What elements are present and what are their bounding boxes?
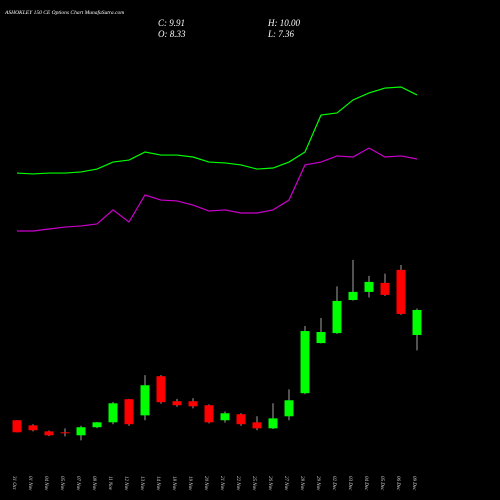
candle-body (156, 376, 166, 403)
x-tick-label: 26 Nov (267, 476, 272, 491)
candle-body (316, 331, 326, 344)
x-tick-label: 03 Dec (347, 476, 352, 491)
x-tick-label: 13 Nov (139, 476, 144, 491)
candle-body (76, 427, 86, 436)
x-tick-label: 19 Nov (187, 476, 192, 491)
candle-body (348, 291, 358, 300)
candle-body (300, 331, 310, 394)
candle-body (332, 300, 342, 334)
x-tick-label: 31 Oct (11, 476, 16, 490)
x-tick-label: 21 Nov (219, 476, 224, 491)
x-tick-label: 08 Nov (91, 476, 96, 491)
header-open: O: 8.33 (158, 29, 186, 39)
x-tick-label: 04 Dec (363, 476, 368, 491)
candle-body (220, 413, 230, 421)
candle-body (92, 422, 102, 428)
x-tick-label: 12 Nov (123, 476, 128, 491)
candle-body (124, 399, 134, 425)
indicator-line (16, 86, 418, 175)
x-tick-label: 06 Dec (395, 476, 400, 491)
candle-body (380, 282, 390, 295)
header-low: L: 7.36 (267, 29, 295, 39)
x-tick-label: 25 Nov (251, 476, 256, 491)
x-tick-label: 28 Nov (299, 476, 304, 491)
x-tick-label: 07 Nov (75, 476, 80, 491)
header-high: H: 10.00 (267, 18, 300, 28)
candle-body (60, 432, 70, 434)
x-tick-label: 02 Dec (331, 476, 336, 491)
candle-body (284, 400, 294, 417)
candle-body (364, 281, 374, 292)
indicator-line (17, 147, 418, 232)
candle-body (396, 269, 406, 314)
candle-body (252, 422, 262, 429)
candle-body (12, 420, 22, 433)
candle-body (188, 401, 198, 407)
chart-title: ASHOKLEY 150 CE Options Chart MunafaSutr… (4, 9, 124, 16)
x-tick-label: 04 Nov (43, 476, 48, 491)
candle-body (172, 401, 182, 406)
candle-body (412, 309, 422, 336)
candle-body (268, 418, 278, 429)
candle-body (108, 403, 118, 423)
candle-body (44, 431, 54, 436)
x-tick-label: 27 Nov (283, 476, 288, 491)
candle-body (236, 414, 246, 425)
x-tick-label: 05 Nov (59, 476, 64, 491)
x-tick-label: 22 Nov (235, 476, 240, 491)
x-tick-label: 09 Dec (411, 476, 416, 491)
x-tick-label: 18 Nov (171, 476, 176, 491)
x-tick-label: 05 Dec (379, 476, 384, 491)
x-tick-label: 14 Nov (155, 476, 160, 491)
x-tick-label: 20 Nov (203, 476, 208, 491)
x-tick-label: 01 Nov (27, 476, 32, 491)
candle-body (28, 425, 38, 431)
header-close: C: 9.91 (158, 18, 185, 28)
candle-body (140, 385, 150, 416)
candle-body (204, 405, 214, 423)
x-tick-label: 11 Nov (107, 476, 112, 491)
x-tick-label: 29 Nov (315, 476, 320, 491)
